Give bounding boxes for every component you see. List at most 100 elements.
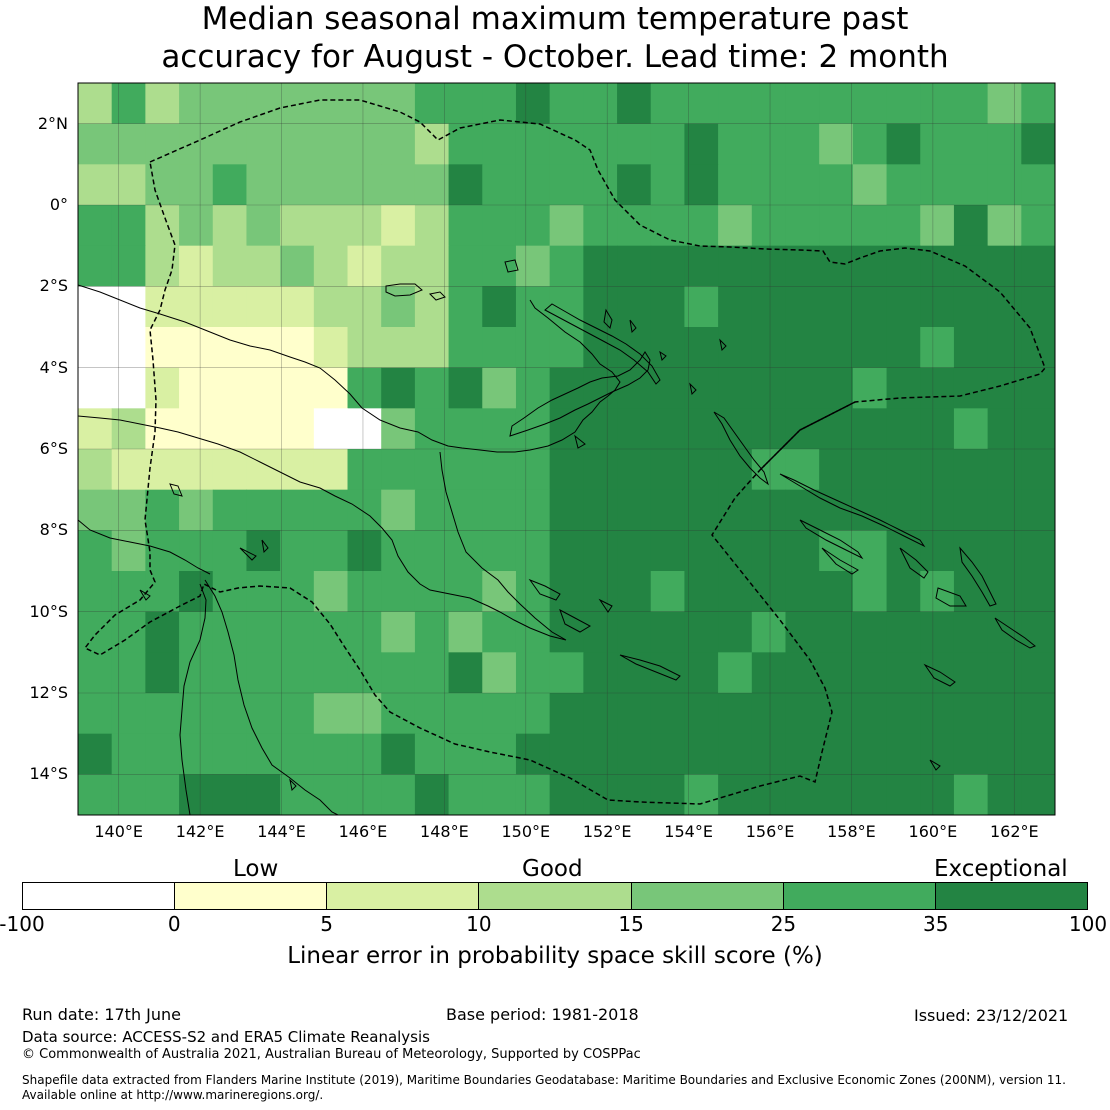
- skill-cell: [751, 611, 787, 653]
- longitude-tick-label: 142°E: [175, 822, 225, 841]
- skill-cell: [617, 489, 652, 531]
- skill-cell: [751, 449, 787, 491]
- skill-cell: [886, 408, 921, 450]
- skill-cell: [212, 449, 248, 491]
- skill-cell: [886, 774, 921, 815]
- colorbar-tick-label: 35: [922, 912, 949, 936]
- skill-cell: [819, 693, 854, 735]
- skill-cell: [280, 245, 315, 287]
- skill-cell: [111, 408, 146, 450]
- colorbar-segment: [782, 883, 935, 909]
- skill-cell: [718, 774, 753, 815]
- skill-cell: [179, 652, 214, 694]
- skill-cell: [347, 327, 382, 369]
- skill-cell: [718, 611, 753, 653]
- skill-cell: [179, 205, 214, 247]
- skill-cell: [549, 83, 584, 125]
- skill-cell: [179, 245, 214, 287]
- skill-cell: [414, 327, 450, 369]
- skill-cell: [111, 530, 146, 572]
- skill-cell: [414, 408, 450, 450]
- skill-cell: [246, 205, 281, 247]
- skill-cell: [549, 693, 584, 735]
- skill-cell: [718, 449, 753, 491]
- skill-cell: [987, 164, 1022, 206]
- skill-cell: [381, 530, 416, 572]
- skill-cell: [482, 774, 517, 815]
- skill-cell: [987, 733, 1022, 775]
- skill-cell: [583, 245, 618, 287]
- skill-cell: [617, 571, 652, 613]
- skill-cell: [414, 774, 450, 815]
- skill-cell: [1021, 164, 1055, 206]
- maritime-boundaries: [83, 99, 1046, 805]
- skill-cell: [515, 123, 551, 165]
- skill-cell: [987, 774, 1022, 815]
- skill-cell: [280, 611, 315, 653]
- skill-cell: [617, 530, 652, 572]
- skill-cell: [347, 245, 382, 287]
- skill-cell: [920, 693, 955, 735]
- skill-cell: [381, 733, 416, 775]
- skill-cell: [78, 408, 113, 450]
- skill-cell: [920, 205, 955, 247]
- colorbar-segment: [934, 883, 1087, 909]
- skill-cell: [347, 489, 382, 531]
- skill-cell: [718, 123, 753, 165]
- skill-cell: [583, 652, 618, 694]
- skill-cell: [920, 164, 955, 206]
- skill-cell: [785, 327, 820, 369]
- skill-cell: [819, 327, 854, 369]
- skill-cell: [650, 123, 686, 165]
- skill-cell: [515, 611, 551, 653]
- skill-cell: [549, 449, 584, 491]
- skill-cell: [313, 327, 349, 369]
- skill-cell: [852, 774, 888, 815]
- skill-cell: [448, 164, 483, 206]
- skill-cell: [684, 164, 719, 206]
- skill-cell: [313, 205, 349, 247]
- skill-cell: [684, 530, 719, 572]
- skill-cell: [280, 449, 315, 491]
- skill-cell: [482, 83, 517, 125]
- skill-cell: [886, 733, 921, 775]
- skill-cell: [886, 489, 921, 531]
- skill-cell: [482, 693, 517, 735]
- skill-cell: [347, 733, 382, 775]
- skill-cell: [684, 774, 719, 815]
- skill-cell: [785, 611, 820, 653]
- skill-cell: [987, 123, 1022, 165]
- skill-cell: [212, 164, 248, 206]
- skill-cell: [718, 327, 753, 369]
- skill-cell: [852, 327, 888, 369]
- skill-cell: [583, 489, 618, 531]
- skill-cell: [650, 611, 686, 653]
- skill-cell: [78, 530, 113, 572]
- skill-cell: [347, 571, 382, 613]
- skill-cell: [179, 693, 214, 735]
- skill-cell: [280, 571, 315, 613]
- skill-cell: [852, 164, 888, 206]
- skill-cell: [246, 774, 281, 815]
- skill-cell: [953, 693, 989, 735]
- skill-cell: [78, 693, 113, 735]
- skill-cell: [650, 693, 686, 735]
- skill-cell: [111, 83, 146, 125]
- skill-cell: [549, 286, 584, 328]
- skill-cell: [280, 367, 315, 409]
- skill-cell: [852, 286, 888, 328]
- skill-cell: [785, 449, 820, 491]
- skill-cell: [785, 123, 820, 165]
- skill-cell: [111, 733, 146, 775]
- skill-cell: [819, 286, 854, 328]
- map-frame: [77, 82, 1056, 816]
- skill-cell: [280, 530, 315, 572]
- latitude-tick-label: 0°: [49, 195, 68, 214]
- skill-cell: [583, 449, 618, 491]
- skill-cell: [684, 123, 719, 165]
- skill-cell: [313, 449, 349, 491]
- skill-cell: [482, 245, 517, 287]
- skill-cell: [886, 449, 921, 491]
- skill-cell: [246, 83, 281, 125]
- skill-cell: [482, 286, 517, 328]
